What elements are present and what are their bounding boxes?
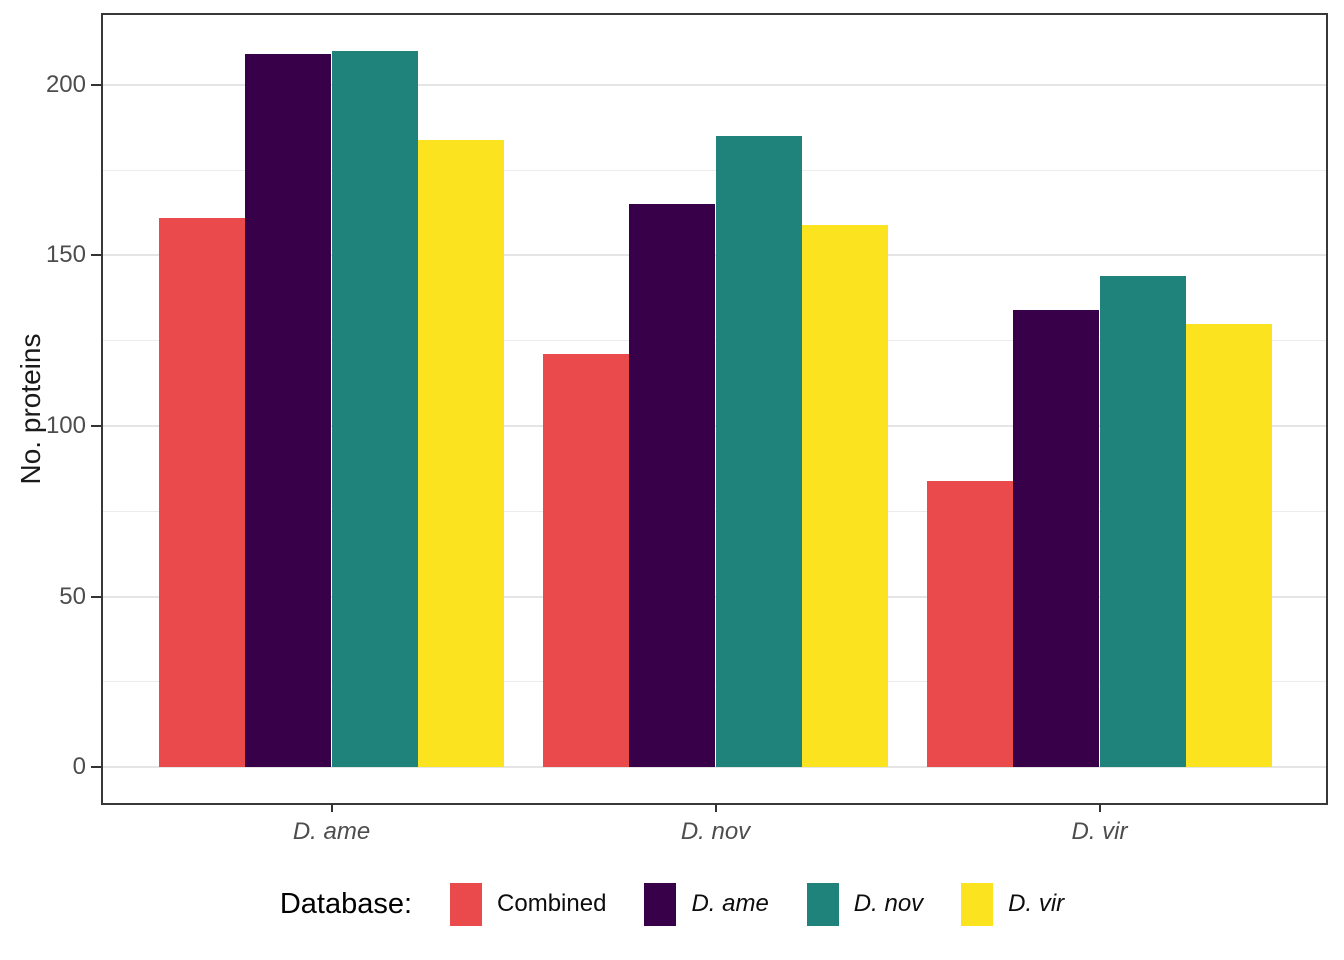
x-tick-label: D. nov — [680, 818, 751, 845]
y-tick-label: 100 — [45, 412, 86, 440]
x-tick-mark — [330, 803, 333, 812]
bar-dame-dvir — [417, 139, 504, 768]
legend-label: D. nov — [853, 890, 924, 917]
bar-dvir-dnov — [1099, 275, 1186, 768]
y-tick-mark — [91, 254, 101, 257]
bar-dvir-dvir — [1185, 323, 1272, 768]
legend-title: Database: — [279, 887, 413, 920]
y-tick-label: 0 — [72, 753, 86, 781]
y-tick-label: 50 — [59, 582, 86, 610]
legend-swatch-dame — [644, 882, 677, 926]
x-tick-label: D. vir — [1071, 818, 1128, 845]
gridline-major — [103, 83, 1326, 86]
gridline-minor — [103, 169, 1326, 171]
bar-dnov-dnov — [715, 136, 802, 768]
legend-label: Combined — [497, 890, 607, 917]
y-tick-mark — [91, 425, 101, 428]
bar-dame-dnov — [331, 50, 418, 768]
legend-label: D. vir — [1008, 890, 1065, 917]
y-tick-mark — [91, 83, 101, 86]
bar-dvir-dame — [1013, 310, 1100, 768]
x-tick-label: D. ame — [292, 818, 371, 845]
x-tick-mark — [1098, 803, 1101, 812]
bar-dnov-combined — [543, 354, 629, 768]
legend-swatch-dvir — [961, 882, 994, 926]
legend-swatch-combined — [450, 882, 483, 926]
y-axis-title: No. proteins — [15, 333, 46, 485]
bar-dvir-combined — [927, 480, 1013, 768]
bar-dame-dame — [245, 54, 332, 768]
legend-swatch-dnov — [806, 882, 839, 926]
bar-dame-combined — [159, 217, 245, 768]
y-tick-mark — [91, 766, 101, 769]
bar-dnov-dame — [629, 204, 716, 768]
plot-panel — [101, 13, 1328, 805]
legend-label: D. ame — [691, 890, 769, 917]
x-tick-mark — [714, 803, 717, 812]
bar-dnov-dvir — [801, 224, 888, 768]
y-tick-label: 200 — [45, 70, 86, 98]
y-tick-mark — [91, 595, 101, 598]
legend: Database: Combined D. ame D. nov D. vir — [0, 878, 1344, 930]
y-tick-label: 150 — [45, 241, 86, 269]
